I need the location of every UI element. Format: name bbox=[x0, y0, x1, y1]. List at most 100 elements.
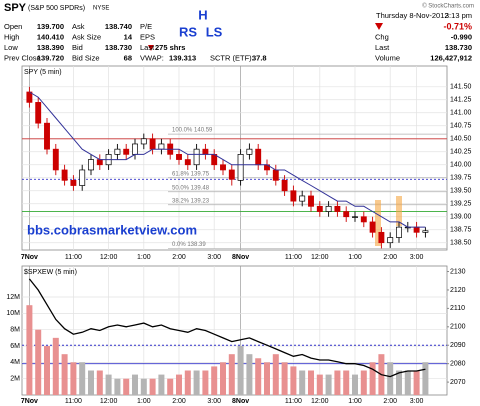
volume-bar bbox=[334, 370, 341, 395]
y-tick-label: 6M bbox=[10, 343, 20, 350]
volume-bar bbox=[105, 374, 112, 395]
y2-tick-label: 2130 bbox=[450, 268, 466, 275]
x-tick-label: 8Nov bbox=[232, 254, 249, 261]
volume-bar bbox=[35, 329, 42, 395]
summary-value: -0.990 bbox=[451, 32, 472, 41]
y-tick-label: 139.00 bbox=[450, 214, 472, 221]
sctr-value: 37.8 bbox=[252, 53, 267, 62]
fib-label: 38.2% 139.23 bbox=[172, 198, 210, 204]
candle-body bbox=[343, 211, 350, 218]
summary-label: Last bbox=[375, 43, 390, 52]
x-tick-label: 3:00 bbox=[207, 398, 221, 405]
security-name: (S&P 500 SPDRs) bbox=[28, 5, 85, 12]
candle-body bbox=[220, 164, 226, 171]
summary-label: Chg bbox=[375, 32, 389, 41]
eps-label: EPS bbox=[140, 32, 155, 41]
candle-body bbox=[52, 148, 59, 171]
volume-bar bbox=[404, 370, 411, 395]
candle-body bbox=[176, 154, 182, 160]
fib-label: 0.0% 138.39 bbox=[172, 242, 206, 248]
candle-body bbox=[237, 154, 244, 181]
volume-bar bbox=[325, 374, 332, 395]
volume-bar bbox=[184, 370, 191, 395]
pe-label: P/E bbox=[140, 22, 152, 31]
candle-body bbox=[35, 102, 42, 124]
candle-body bbox=[290, 190, 297, 202]
candle-body bbox=[308, 195, 314, 207]
annotation: RS bbox=[179, 24, 197, 39]
down-arrow bbox=[375, 23, 383, 30]
volume-bar bbox=[343, 370, 350, 395]
y-tick-label: 4M bbox=[10, 359, 20, 366]
y2-tick-label: 2110 bbox=[450, 305, 465, 312]
highlight bbox=[396, 196, 402, 226]
candle-body bbox=[352, 216, 358, 218]
volume-bar bbox=[413, 370, 420, 395]
y2-tick-label: 2120 bbox=[450, 287, 466, 294]
volume-bar bbox=[88, 370, 94, 395]
volume-bar bbox=[369, 362, 376, 395]
book-value: 138.730 bbox=[105, 43, 132, 52]
index-line bbox=[28, 278, 426, 378]
volume-bar bbox=[193, 370, 200, 395]
x-tick-label: 12:00 bbox=[311, 398, 329, 405]
credit: © StockCharts.com bbox=[422, 3, 474, 10]
y-tick-label: 140.75 bbox=[450, 123, 472, 130]
book-value: 14 bbox=[124, 32, 133, 41]
candle-body bbox=[79, 169, 86, 186]
x-tick-label: 7Nov bbox=[21, 254, 38, 261]
y-tick-label: 140.25 bbox=[450, 149, 472, 156]
volume-bar bbox=[132, 374, 138, 395]
x-tick-label: 1:00 bbox=[348, 254, 362, 261]
y-tick-label: 12M bbox=[6, 294, 20, 301]
volume-bar bbox=[114, 378, 121, 395]
x-tick-label: 1:00 bbox=[137, 254, 151, 261]
candle-body bbox=[255, 148, 262, 166]
summary-label: Volume bbox=[375, 53, 400, 62]
x-tick-label: 11:00 bbox=[285, 254, 302, 261]
volume-bar bbox=[396, 370, 402, 395]
x-tick-label: 8Nov bbox=[232, 398, 249, 405]
book-value: 138.740 bbox=[105, 22, 132, 31]
panel-title: $SPXEW (5 min) bbox=[24, 269, 77, 276]
candle-body bbox=[387, 237, 394, 244]
volume-bar bbox=[308, 370, 314, 395]
candle-body bbox=[325, 205, 332, 212]
volume-bar bbox=[360, 370, 367, 395]
y-tick-label: 140.50 bbox=[450, 136, 472, 143]
moving-average bbox=[29, 91, 426, 228]
volume-bar bbox=[149, 378, 156, 395]
y-tick-label: 8M bbox=[10, 327, 20, 334]
date: Thursday 8-Nov-2012 bbox=[376, 11, 449, 20]
summary-value: 138.730 bbox=[445, 43, 472, 52]
candle-body bbox=[360, 216, 367, 223]
fib-label: 61.8% 139.75 bbox=[172, 171, 210, 177]
symbol: SPY bbox=[4, 2, 27, 14]
y-tick-label: 2M bbox=[10, 376, 20, 383]
candle-body bbox=[422, 230, 429, 233]
highlight bbox=[375, 200, 381, 246]
fib-label: 100.0% 140.59 bbox=[172, 128, 213, 134]
candle-body bbox=[334, 205, 341, 212]
y-tick-label: 138.50 bbox=[450, 240, 472, 247]
x-tick-label: 11:00 bbox=[65, 398, 82, 405]
candle-body bbox=[70, 180, 77, 186]
candle-body bbox=[61, 169, 68, 181]
x-tick-label: 12:00 bbox=[100, 254, 118, 261]
volume-bar bbox=[422, 362, 429, 395]
change-percent: -0.71% bbox=[443, 21, 472, 31]
candle-body bbox=[272, 169, 279, 181]
candle-body bbox=[26, 91, 33, 103]
candle-body bbox=[369, 221, 376, 233]
volume-bar bbox=[202, 370, 209, 395]
candle-body bbox=[193, 148, 200, 166]
x-tick-label: 3:00 bbox=[410, 398, 424, 405]
volume-bar bbox=[211, 366, 218, 395]
x-tick-label: 12:00 bbox=[311, 254, 329, 261]
volume-bar bbox=[123, 378, 130, 395]
volume-bar bbox=[44, 346, 50, 395]
summary-value: 126,427,912 bbox=[430, 53, 472, 62]
time: 3:13 pm bbox=[445, 11, 472, 20]
candle-body bbox=[132, 143, 138, 155]
